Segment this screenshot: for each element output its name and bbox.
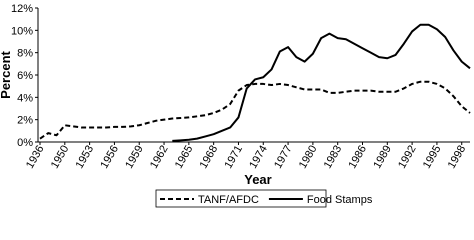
y-tick-label: 2% — [17, 115, 33, 127]
x-tick-label: 1968 — [198, 144, 221, 171]
y-tick-label: 0% — [17, 137, 33, 149]
x-tick-label: 1983 — [322, 144, 345, 171]
y-axis-label: Percent — [0, 50, 13, 98]
y-tick-label: 6% — [17, 70, 33, 82]
legend-label: Food Stamps — [307, 194, 373, 206]
x-tick-label: 1956 — [98, 144, 121, 171]
x-tick-label: 1971 — [222, 144, 245, 171]
x-tick-label: 1965 — [173, 144, 196, 171]
data-line — [39, 80, 471, 140]
x-tick-label: 1986 — [346, 144, 369, 171]
legend-label: TANF/AFDC — [198, 194, 259, 206]
x-tick-label: 1998 — [446, 144, 469, 171]
x-tick-label: 1980 — [297, 144, 320, 171]
x-tick-label: 1953 — [74, 144, 97, 171]
x-tick-label: 1962 — [148, 144, 171, 171]
x-tick-label: 1992 — [396, 144, 419, 171]
x-tick-label: 1950 — [49, 144, 72, 171]
chart: Year Percent 0%2%4%6%8%10%12%1936 1950 195… — [0, 3, 471, 208]
y-tick-label: 10% — [11, 25, 33, 37]
y-tick-label: 12% — [11, 3, 33, 15]
x-tick-label: 1995 — [421, 144, 444, 171]
x-axis-label: Year — [244, 172, 271, 187]
x-tick-label: 1959 — [123, 144, 146, 171]
x-tick-label: 1974 — [247, 144, 270, 171]
x-tick-label: 1977 — [272, 144, 295, 171]
y-tick-label: 4% — [17, 92, 33, 104]
x-tick-label: 1989 — [371, 144, 394, 171]
y-tick-label: 8% — [17, 48, 33, 60]
legend-box — [155, 189, 327, 208]
data-line — [172, 23, 471, 142]
